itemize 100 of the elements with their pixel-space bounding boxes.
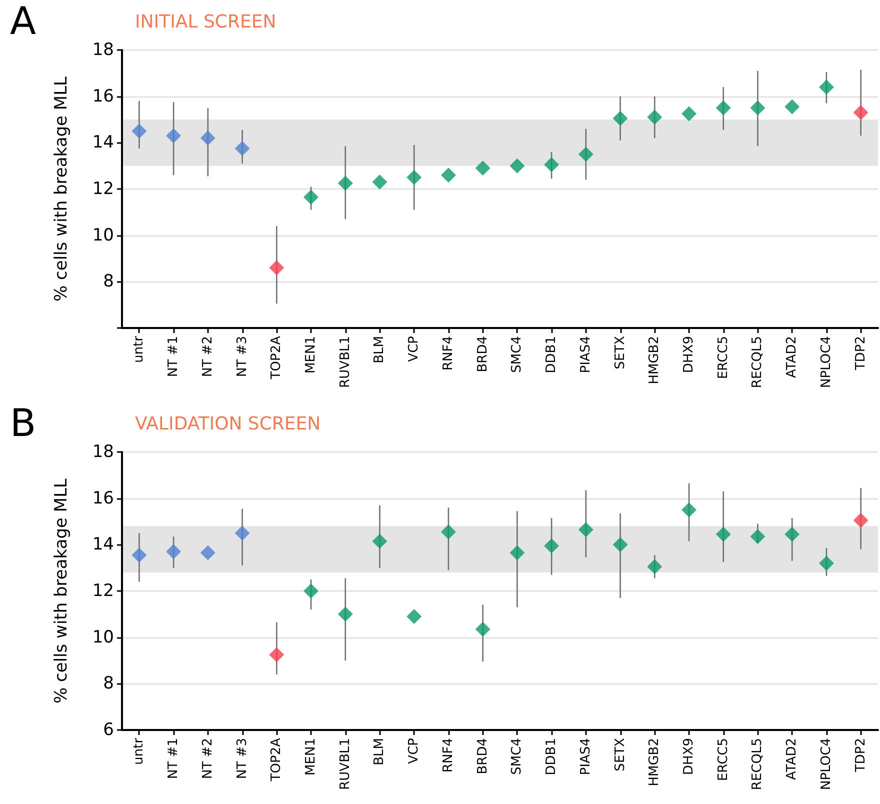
x-tick-label: BLM [372, 336, 388, 364]
x-tick-label: NT #3 [234, 336, 250, 377]
point [440, 524, 456, 540]
x-tick-label: untr [132, 737, 147, 765]
point [544, 157, 560, 172]
point [750, 529, 766, 544]
point [338, 606, 353, 622]
x-tick-label: NT #1 [166, 738, 182, 779]
point [750, 100, 766, 116]
x-tick-label: TDP2 [853, 738, 868, 774]
y-tick-label: 10 [92, 627, 114, 648]
x-tick-label: NT #2 [200, 336, 216, 377]
x-tick-label: HMGB2 [647, 336, 662, 384]
y-tick-label: 8 [103, 272, 114, 292]
point [578, 522, 594, 538]
point [234, 526, 250, 541]
point [612, 537, 628, 552]
y-tick-label: 14 [92, 534, 114, 555]
point [716, 526, 731, 542]
point [372, 174, 388, 190]
x-tick-label: DHX9 [682, 738, 696, 775]
point [647, 559, 662, 574]
x-tick-label: MEN1 [304, 336, 318, 374]
point [406, 608, 422, 624]
point [578, 146, 594, 162]
x-tick-label: TOP2A [269, 738, 284, 782]
y-tick-label: 16 [92, 86, 114, 106]
x-tick-label: BRD4 [475, 738, 490, 774]
point [132, 124, 147, 139]
y-tick-label: 12 [92, 179, 114, 199]
x-tick-label: ERCC5 [716, 336, 731, 380]
x-tick-label: VCP [406, 336, 422, 362]
point [818, 556, 834, 571]
x-tick-label: untr [132, 335, 147, 363]
y-tick-label: 14 [92, 132, 114, 153]
x-tick-label: BRD4 [475, 336, 490, 372]
point [200, 130, 216, 146]
y-tick-label: 18 [92, 442, 114, 462]
point [372, 534, 388, 549]
x-tick-label: NPLOC4 [818, 738, 834, 790]
point [612, 110, 628, 126]
x-tick-label: BLM [372, 738, 388, 766]
x-tick-label: TDP2 [853, 336, 868, 372]
x-tick-label: NT #3 [234, 738, 250, 779]
x-tick-label: SMC4 [510, 336, 525, 373]
point [647, 110, 662, 125]
point [440, 168, 456, 183]
x-tick-label: ATAD2 [784, 336, 800, 378]
y-axis-title: % cells with breakage MLL [52, 76, 72, 302]
point [510, 545, 525, 560]
text: B [10, 401, 36, 445]
point [682, 502, 696, 518]
x-tick-label: RECQL5 [750, 738, 766, 790]
point [269, 260, 284, 276]
point [475, 160, 490, 176]
point [784, 526, 800, 542]
point [716, 100, 731, 116]
x-tick-label: ATAD2 [784, 738, 800, 780]
point [682, 106, 696, 122]
point [406, 170, 422, 185]
point [200, 545, 216, 560]
text: A [10, 0, 36, 43]
point [234, 140, 250, 156]
x-tick-label: VCP [406, 738, 422, 764]
x-tick-label: DHX9 [682, 336, 696, 373]
y-tick-label: 18 [92, 40, 114, 60]
chart-title: INITIAL SCREEN [135, 12, 276, 32]
point [784, 99, 800, 114]
x-tick-label: NT #1 [166, 336, 182, 377]
point [132, 548, 147, 563]
x-tick-label: NT #2 [200, 738, 216, 779]
x-tick-label: PIAS4 [578, 738, 594, 776]
point [475, 622, 490, 637]
y-tick-label: 8 [103, 674, 114, 694]
x-tick-label: TOP2A [269, 336, 284, 380]
x-tick-label: HMGB2 [647, 738, 662, 786]
x-tick-label: RUVBL1 [338, 738, 353, 790]
y-axis-title: % cells with breakage MLL [52, 478, 72, 704]
point [853, 105, 868, 120]
x-tick-label: NPLOC4 [818, 336, 834, 388]
x-tick-label: MEN1 [304, 738, 318, 776]
x-tick-label: SETX [612, 738, 628, 772]
point [818, 80, 834, 95]
x-tick-label: PIAS4 [578, 336, 594, 374]
x-tick-label: RUVBL1 [338, 336, 353, 388]
x-tick-label: RECQL5 [750, 336, 766, 388]
point [304, 584, 318, 598]
point [544, 538, 560, 554]
point [510, 158, 525, 174]
x-tick-label: DDB1 [544, 336, 560, 374]
x-tick-label: RNF4 [440, 336, 456, 371]
x-tick-label: DDB1 [544, 738, 560, 776]
point [269, 647, 284, 662]
y-tick-label: 10 [92, 225, 114, 246]
point [338, 176, 353, 191]
x-tick-label: SETX [612, 336, 628, 370]
point [166, 128, 182, 144]
point [166, 544, 182, 560]
point [304, 190, 318, 205]
y-tick-label: 16 [92, 488, 114, 508]
